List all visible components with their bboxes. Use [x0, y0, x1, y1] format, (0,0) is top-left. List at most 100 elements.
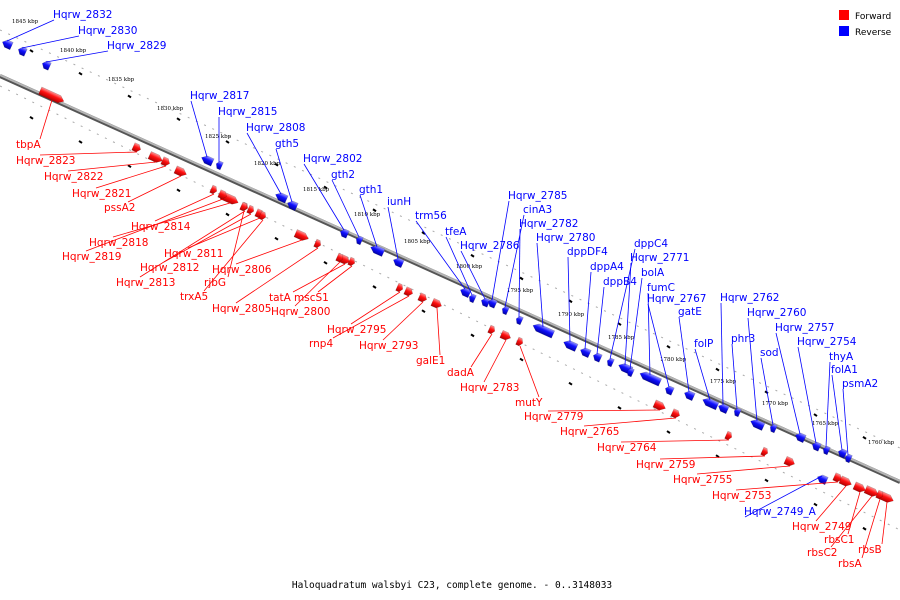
- gene-label-hqrw-2786[interactable]: Hqrw_2786: [460, 240, 520, 252]
- gene-arrow-bola[interactable]: [626, 367, 635, 378]
- gene-label-trm56[interactable]: trm56: [415, 210, 447, 222]
- gene-label-gth1[interactable]: gth1: [359, 184, 383, 196]
- gene-arrow-cina3[interactable]: [501, 305, 510, 316]
- gene-arrow-dppdf4[interactable]: [562, 338, 579, 352]
- gene-label-hqrw-2765[interactable]: Hqrw_2765: [560, 426, 619, 438]
- gene-label-tbpa[interactable]: tbpA: [16, 139, 41, 151]
- gene-label-hqrw-2779[interactable]: Hqrw_2779: [524, 411, 583, 423]
- gene-label-rbsc2[interactable]: rbsC2: [807, 547, 837, 559]
- gene-label-hqrw-2767[interactable]: Hqrw_2767: [647, 293, 706, 305]
- gene-label-tata[interactable]: tatA: [269, 292, 292, 304]
- gene-arrow-hqrw-2812[interactable]: [246, 204, 256, 215]
- gene-arrow-hqrw-2805[interactable]: [313, 238, 323, 249]
- gene-arrow-gale1[interactable]: [430, 297, 443, 309]
- gene-label-hqrw-2764[interactable]: Hqrw_2764: [597, 442, 657, 454]
- gene-label-dada[interactable]: dadA: [447, 367, 475, 379]
- gene-label-hqrw-2813[interactable]: Hqrw_2813: [116, 277, 175, 289]
- gene-label-hqrw-2806[interactable]: Hqrw_2806: [212, 264, 272, 276]
- gene-label-bola[interactable]: bolA: [641, 267, 665, 279]
- gene-label-hqrw-2783[interactable]: Hqrw_2783: [460, 382, 519, 394]
- gene-label-rbsb[interactable]: rbsB: [858, 544, 882, 556]
- gene-arrow-hqrw-2760[interactable]: [749, 417, 766, 431]
- gene-arrow-hqrw-2808[interactable]: [274, 191, 289, 204]
- gene-label-hqrw-2802[interactable]: Hqrw_2802: [303, 153, 362, 165]
- gene-label-hqrw-2757[interactable]: Hqrw_2757: [775, 322, 834, 334]
- gene-label-hqrw-2771[interactable]: Hqrw_2771: [630, 252, 689, 264]
- gene-label-hqrw-2812[interactable]: Hqrw_2812: [140, 262, 199, 274]
- gene-label-hqrw-2815[interactable]: Hqrw_2815: [218, 106, 277, 118]
- gene-label-dppa4[interactable]: dppA4: [590, 261, 624, 273]
- gene-arrow-hqrw-2800[interactable]: [335, 252, 345, 263]
- gene-label-hqrw-2749-a[interactable]: Hqrw_2749_A: [744, 506, 817, 518]
- gene-label-hqrw-2754[interactable]: Hqrw_2754: [797, 336, 857, 348]
- gene-label-hqrw-2749[interactable]: Hqrw_2749: [792, 521, 851, 533]
- gene-arrow-hqrw-2806[interactable]: [293, 229, 310, 242]
- gene-label-folp[interactable]: folP: [694, 338, 713, 350]
- gene-label-tfea[interactable]: tfeA: [445, 226, 467, 238]
- gene-arrow-hqrw-2782[interactable]: [515, 315, 524, 326]
- gene-label-psma2[interactable]: psmA2: [842, 378, 878, 390]
- gene-arrow-trm56[interactable]: [459, 286, 472, 299]
- gene-label-hqrw-2782[interactable]: Hqrw_2782: [519, 218, 578, 230]
- gene-label-hqrw-2818[interactable]: Hqrw_2818: [89, 237, 148, 249]
- gene-arrow-hqrw-2749[interactable]: [838, 475, 853, 488]
- gene-arrow-gate[interactable]: [683, 389, 696, 402]
- gene-label-iunh[interactable]: iunH: [387, 196, 411, 208]
- gene-arrow-hqrw-2762[interactable]: [717, 402, 730, 415]
- gene-arrow-rjbg[interactable]: [239, 201, 249, 212]
- gene-label-hqrw-2753[interactable]: Hqrw_2753: [712, 490, 771, 502]
- gene-label-phr3[interactable]: phr3: [731, 333, 755, 345]
- gene-label-gale1[interactable]: galE1: [416, 355, 445, 367]
- gene-label-hqrw-2780[interactable]: Hqrw_2780: [536, 232, 595, 244]
- gene-arrow-hqrw-2814[interactable]: [209, 184, 219, 195]
- gene-arrow-hqrw-2793[interactable]: [417, 292, 429, 304]
- gene-arrow-iunh[interactable]: [392, 256, 405, 269]
- gene-label-dppb4[interactable]: dppB4: [603, 276, 637, 288]
- gene-label-gate[interactable]: gatE: [678, 306, 702, 318]
- gene-label-hqrw-2821[interactable]: Hqrw_2821: [72, 188, 131, 200]
- gene-label-gth5[interactable]: gth5: [275, 138, 299, 150]
- gene-arrow-hqrw-2754[interactable]: [811, 441, 822, 452]
- gene-arrow-gth2[interactable]: [355, 235, 364, 246]
- gene-label-hqrw-2762[interactable]: Hqrw_2762: [720, 292, 779, 304]
- gene-arrow-thya[interactable]: [822, 445, 831, 456]
- gene-arrow-hqrw-2767[interactable]: [664, 385, 675, 396]
- gene-arrow-rbsc1[interactable]: [852, 481, 867, 494]
- gene-label-hqrw-2759[interactable]: Hqrw_2759: [636, 459, 695, 471]
- gene-arrow-hqrw-2753[interactable]: [832, 472, 844, 484]
- gene-label-hqrw-2822[interactable]: Hqrw_2822: [44, 171, 103, 183]
- gene-arrow-psma2[interactable]: [844, 453, 853, 464]
- gene-arrow-hqrw-2832[interactable]: [1, 38, 14, 51]
- gene-label-hqrw-2832[interactable]: Hqrw_2832: [53, 9, 112, 21]
- gene-arrow-dppb4[interactable]: [592, 352, 603, 363]
- gene-label-mscs1[interactable]: mscS1: [294, 292, 329, 304]
- gene-label-hqrw-2793[interactable]: Hqrw_2793: [359, 340, 418, 352]
- gene-label-hqrw-2785[interactable]: Hqrw_2785: [508, 190, 567, 202]
- gene-arrow-trxa5[interactable]: [258, 210, 268, 221]
- gene-arrow-folp[interactable]: [701, 396, 720, 411]
- gene-label-hqrw-2817[interactable]: Hqrw_2817: [190, 90, 249, 102]
- gene-arrow-hqrw-2755[interactable]: [783, 455, 796, 467]
- gene-arrow-mscs1[interactable]: [347, 256, 357, 267]
- gene-arrow-fola1[interactable]: [837, 448, 848, 459]
- gene-arrow-hqrw-2815[interactable]: [215, 160, 224, 171]
- gene-arrow-sod[interactable]: [769, 423, 778, 434]
- gene-label-thya[interactable]: thyA: [829, 351, 854, 363]
- gene-label-hqrw-2814[interactable]: Hqrw_2814: [131, 221, 191, 233]
- gene-label-gth2[interactable]: gth2: [331, 169, 355, 181]
- gene-label-fola1[interactable]: folA1: [831, 364, 858, 376]
- gene-label-fumc[interactable]: fumC: [647, 282, 675, 294]
- gene-label-dppc4[interactable]: dppC4: [634, 238, 668, 250]
- gene-label-dppdf4[interactable]: dppDF4: [567, 246, 608, 258]
- gene-label-hqrw-2829[interactable]: Hqrw_2829: [107, 40, 166, 52]
- gene-arrow-rnp4[interactable]: [403, 286, 415, 298]
- gene-arrow-hqrw-2779[interactable]: [652, 399, 667, 412]
- gene-arrow-rbsc2[interactable]: [863, 485, 880, 498]
- gene-label-hqrw-2805[interactable]: Hqrw_2805: [212, 303, 271, 315]
- gene-arrow-dada[interactable]: [487, 324, 497, 335]
- gene-arrow-gth5[interactable]: [286, 199, 299, 212]
- gene-label-hqrw-2808[interactable]: Hqrw_2808: [246, 122, 305, 134]
- gene-label-pssa2[interactable]: pssA2: [104, 202, 135, 214]
- gene-label-hqrw-2830[interactable]: Hqrw_2830: [78, 25, 137, 37]
- gene-label-hqrw-2823[interactable]: Hqrw_2823: [16, 155, 75, 167]
